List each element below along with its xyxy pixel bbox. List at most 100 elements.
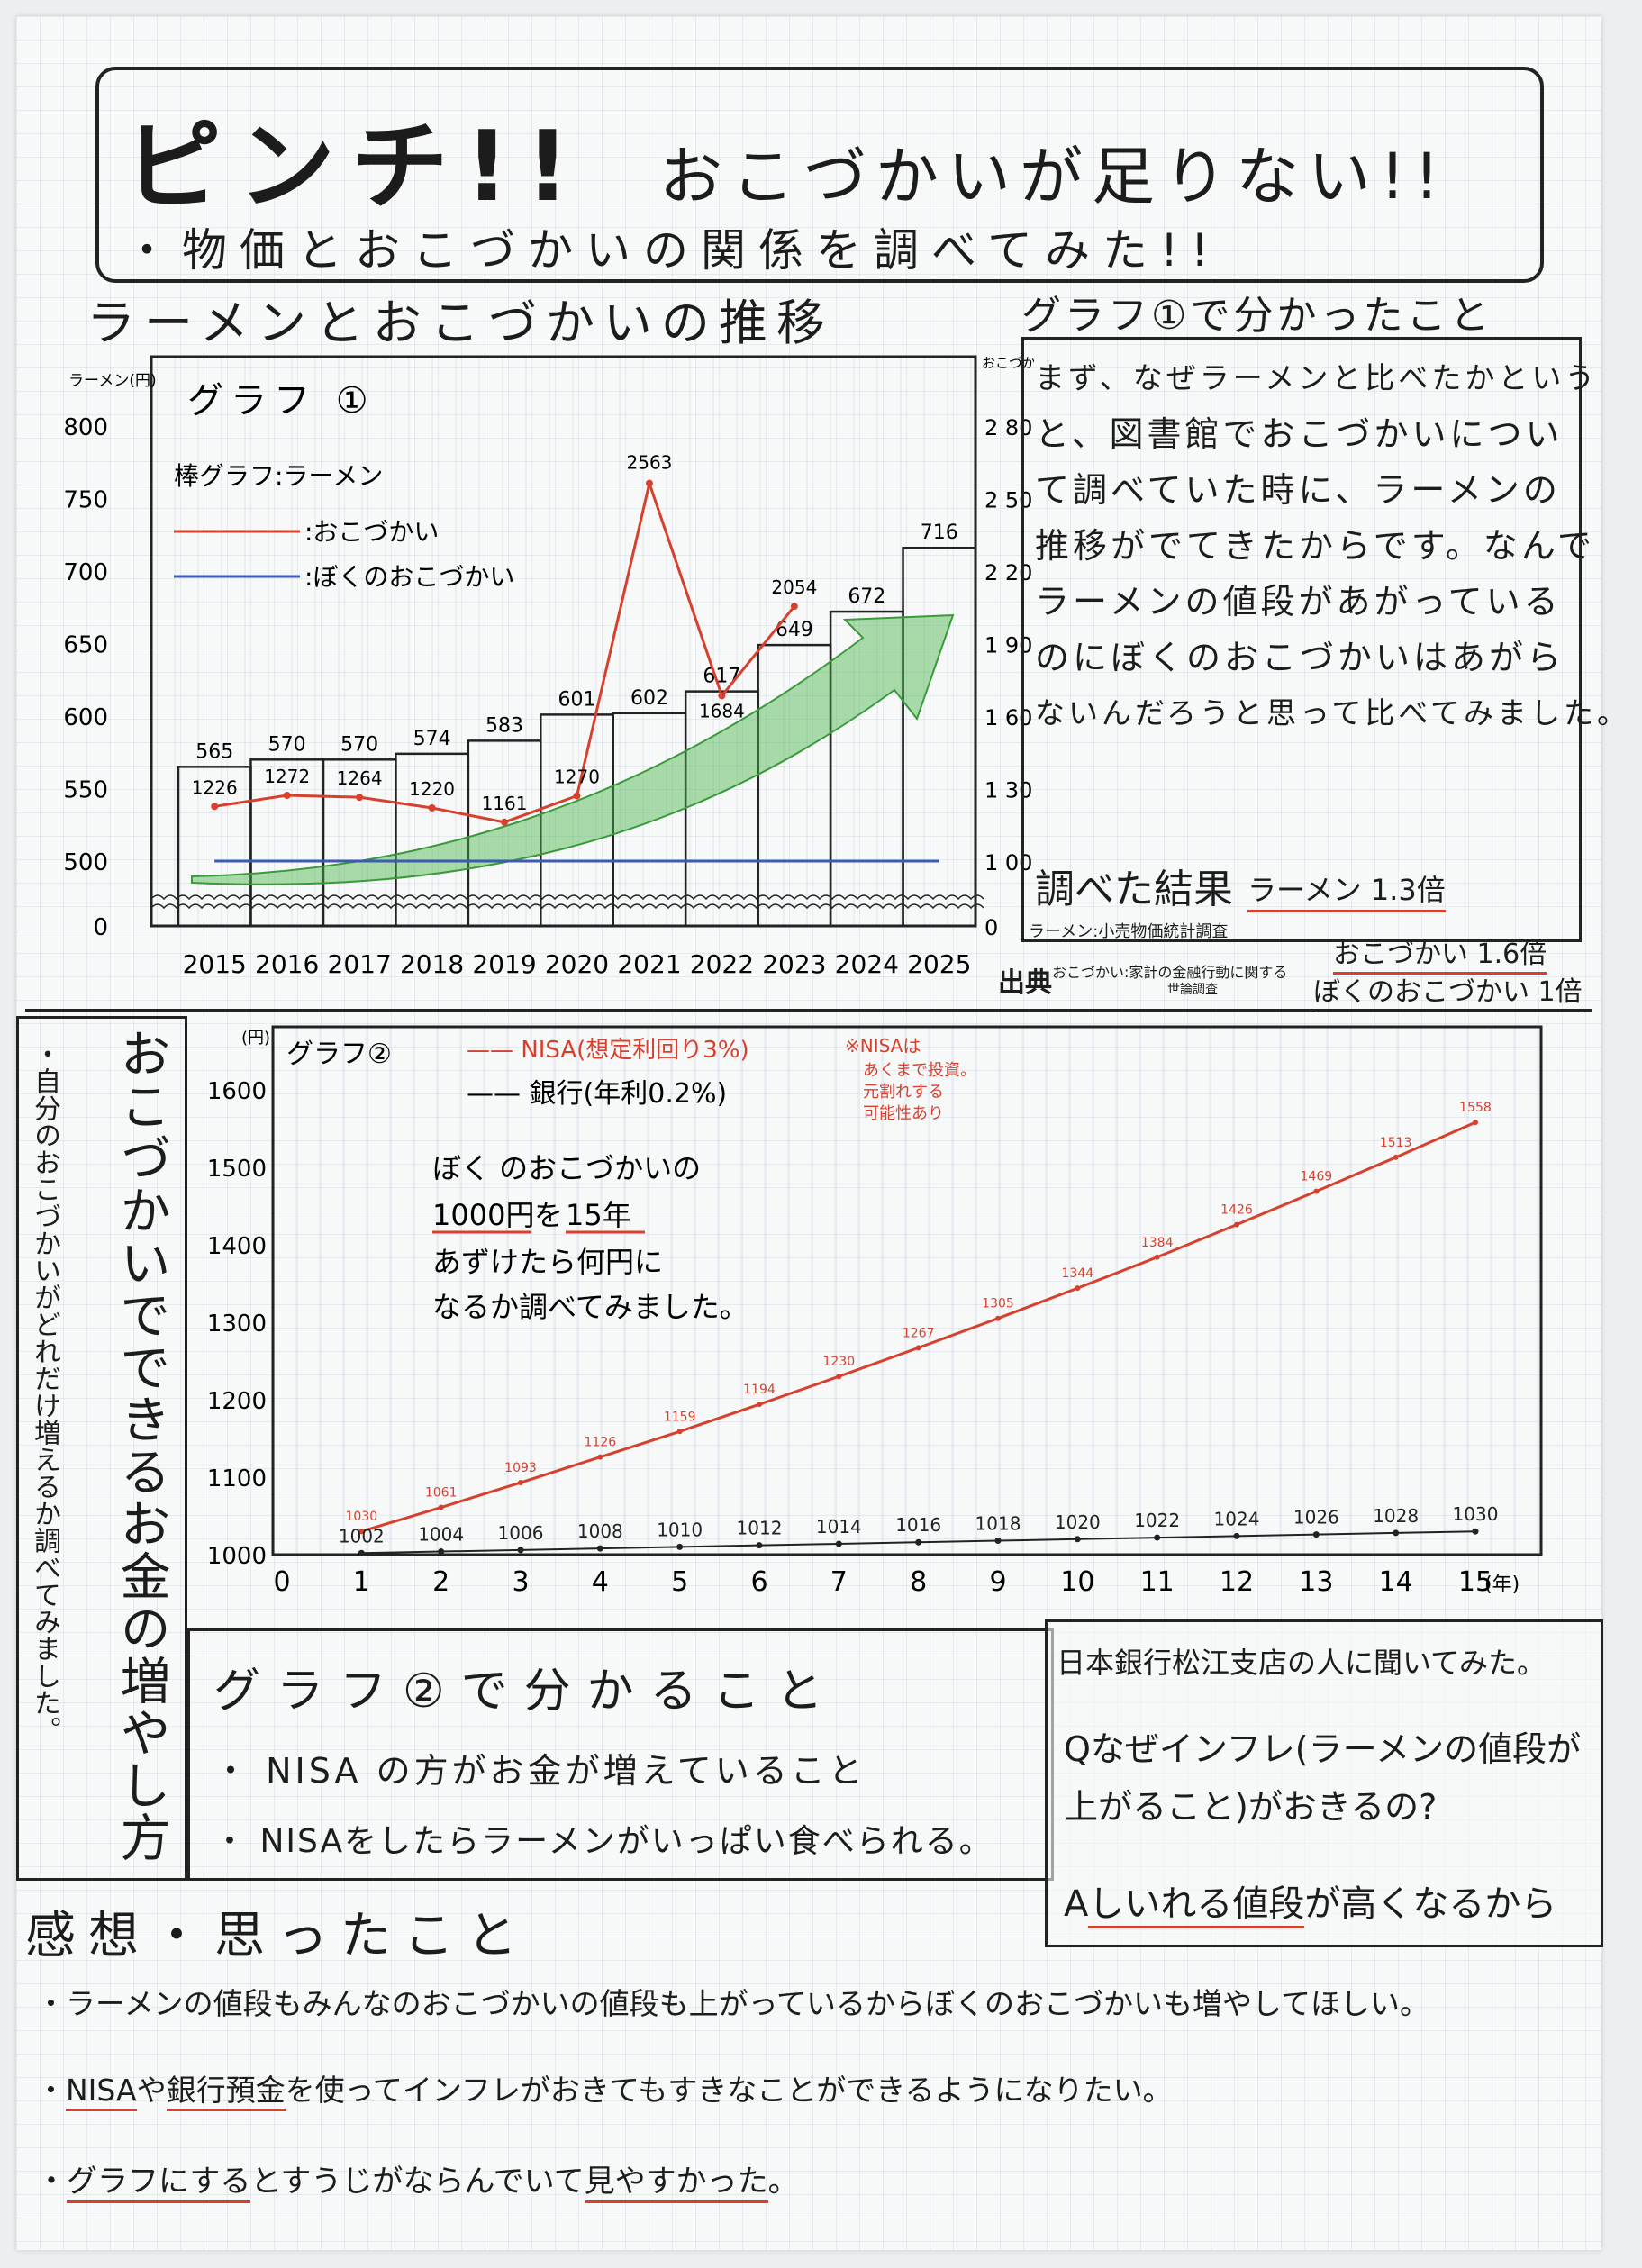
chart1-label: グラフ ① — [187, 380, 376, 422]
chart2-memo-1: ぼく のおこづかいの — [432, 1151, 701, 1185]
chart1-left-unit: ラーメン(円) — [68, 372, 157, 390]
chart2-xtick: 3 — [512, 1566, 529, 1598]
chart2-point-label: 1012 — [737, 1518, 783, 1539]
chart2-point — [438, 1548, 445, 1556]
impression-2-nisa: NISA — [66, 2073, 137, 2111]
chart2-point-label: 1426 — [1220, 1203, 1253, 1218]
side-title: おこづかいでできるお金の増やし方 — [112, 1028, 170, 1864]
chart2-point — [1472, 1528, 1479, 1535]
chart2-point — [994, 1538, 1002, 1545]
answer-prefix: A — [1064, 1883, 1089, 1925]
chart1-ytick: 650 — [63, 632, 108, 659]
chart2-point-label: 1016 — [895, 1514, 941, 1536]
chart1-bar-label: 570 — [340, 733, 378, 756]
chart2-point — [1234, 1221, 1239, 1228]
finding-line: ないんだろうと思って比べてみました。 — [1035, 695, 1631, 730]
chart2-point-label: 1020 — [1055, 1511, 1101, 1533]
chart1-point — [501, 818, 509, 826]
finding-line: 推移がでてきたからです。なんで — [1035, 526, 1596, 566]
chart2-point-label: 1126 — [585, 1436, 617, 1450]
chart1-xtick: 2025 — [907, 949, 971, 979]
chart1-point-label: 2054 — [771, 576, 817, 598]
chart1-xtick: 2021 — [617, 949, 681, 979]
result-mine: ぼくのおこづかい 1倍 — [1313, 969, 1583, 1012]
chart2-point — [756, 1542, 763, 1549]
chart2-memo-4: なるか調べてみました。 — [432, 1290, 748, 1324]
chart1-bar-label: 583 — [485, 714, 523, 737]
chart2-point-label: 1010 — [657, 1519, 703, 1540]
side-description: ・自分のおこづかいがどれだけ増えるか調べてみました。 — [29, 1040, 60, 1743]
chart2-point-label: 1230 — [823, 1355, 856, 1369]
chart1-xtick: 2017 — [328, 949, 392, 979]
chart1-bar-label: 570 — [268, 733, 306, 756]
chart2-point-label: 1004 — [418, 1524, 464, 1546]
chart2-ytick: 1600 — [207, 1078, 267, 1105]
chart2-point-label: 1018 — [975, 1513, 1021, 1535]
chart2-point-label: 1093 — [504, 1461, 537, 1475]
section1-title: ラーメンとおこづかいの推移 — [86, 295, 834, 351]
chart1-y2tick: 1 600 — [984, 705, 1034, 730]
impression-3-graph: グラフにする — [67, 2164, 251, 2203]
poster-sheet: ピンチ!! おこづかいが足りない!! ・物価とおこづかいの関係を調べてみた!! … — [16, 16, 1631, 2250]
chart2-xtick: 7 — [830, 1566, 848, 1598]
chart2-memo-2b: を — [534, 1198, 563, 1232]
chart2-frame — [271, 1025, 1543, 1556]
chart2-point-label: 1024 — [1214, 1508, 1260, 1529]
chart2-label: グラフ② — [286, 1039, 392, 1070]
chart2-xunit: (年) — [1484, 1574, 1520, 1596]
section1-right-title: グラフ①で分かったこと — [1021, 293, 1493, 339]
chart1-bar-legend: 棒グラフ:ラーメン — [174, 461, 383, 491]
chart2-memo-2a: 1000円 — [432, 1198, 534, 1232]
chart1-y2tick: 2 500 — [984, 488, 1034, 513]
source-label: 出典 — [998, 967, 1052, 999]
chart2-point — [1393, 1529, 1400, 1537]
result-ramen: ラーメン 1.3倍 — [1247, 867, 1446, 912]
graph2-finding-1: ・ NISA の方がお金が増えていること — [213, 1751, 866, 1791]
chart2-xtick: 10 — [1060, 1566, 1094, 1598]
chart2-point — [676, 1543, 684, 1550]
chart1-y2tick: 1 300 — [984, 778, 1034, 803]
chart2-point — [676, 1429, 683, 1435]
chart1-y2tick: 0 — [984, 915, 998, 940]
chart1-point — [790, 603, 798, 611]
chart1-point-label: 1264 — [337, 767, 383, 789]
chart2-point — [358, 1549, 365, 1556]
section-divider — [25, 1009, 1592, 1012]
chart2-ytick: 1100 — [207, 1465, 267, 1492]
chart2-point-label: 1469 — [1301, 1170, 1333, 1184]
chart2-point — [1154, 1254, 1160, 1260]
finding-line: のにぼくのおこづかいはあがら — [1035, 638, 1565, 677]
chart2-memo-3: あずけたら何円に — [432, 1245, 663, 1279]
chart1-xtick: 2020 — [545, 949, 609, 979]
chart2-point — [915, 1345, 921, 1351]
chart1-point-label: 1220 — [409, 778, 455, 800]
answer-underlined: しいれる値段 — [1088, 1883, 1305, 1928]
chart1-point — [645, 479, 653, 487]
graph1-findings-text: まず、なぜラーメンと比べたかという と、図書館でおこづかいについ て調べていた時に、… — [1035, 350, 1631, 741]
chart1-ytick: 600 — [63, 704, 108, 731]
chart1-axis-break — [150, 894, 984, 901]
chart1-bar-label: 601 — [558, 688, 596, 711]
chart2-point-label: 1344 — [1062, 1266, 1094, 1281]
chart1-ytick: 750 — [63, 487, 108, 514]
chart1-ytick: 0 — [93, 914, 108, 941]
chart1-point — [718, 692, 726, 700]
chart2-xtick: 6 — [750, 1566, 767, 1598]
chart1-point-label: 2563 — [627, 452, 673, 474]
chart1-xtick: 2016 — [255, 949, 319, 979]
chart2-xtick: 1 — [353, 1566, 370, 1598]
chart1-legend-blue: :ぼくのおこづかい — [304, 562, 514, 592]
chart1-point-label: 1272 — [264, 766, 310, 787]
impression-3: ・グラフにするとすうじがならんでいて見やすかった。 — [36, 2156, 799, 2203]
chart1-point — [428, 803, 436, 812]
chart2-xtick: 12 — [1220, 1566, 1254, 1598]
chart2-point — [597, 1454, 603, 1460]
chart1-y2tick: 1 900 — [984, 633, 1034, 658]
chart2-point — [836, 1374, 842, 1380]
chart2-point-label: 1030 — [346, 1510, 378, 1524]
graph2-findings-box: グラフ②で分かること ・ NISA の方がお金が増えていること ・ NISAをし… — [187, 1628, 1054, 1881]
chart1-point — [283, 792, 291, 800]
chart2-point-label: 1028 — [1373, 1505, 1419, 1527]
source-allowance-2: 世論調査 — [1167, 983, 1218, 997]
chart1-bar-label: 574 — [413, 728, 451, 750]
